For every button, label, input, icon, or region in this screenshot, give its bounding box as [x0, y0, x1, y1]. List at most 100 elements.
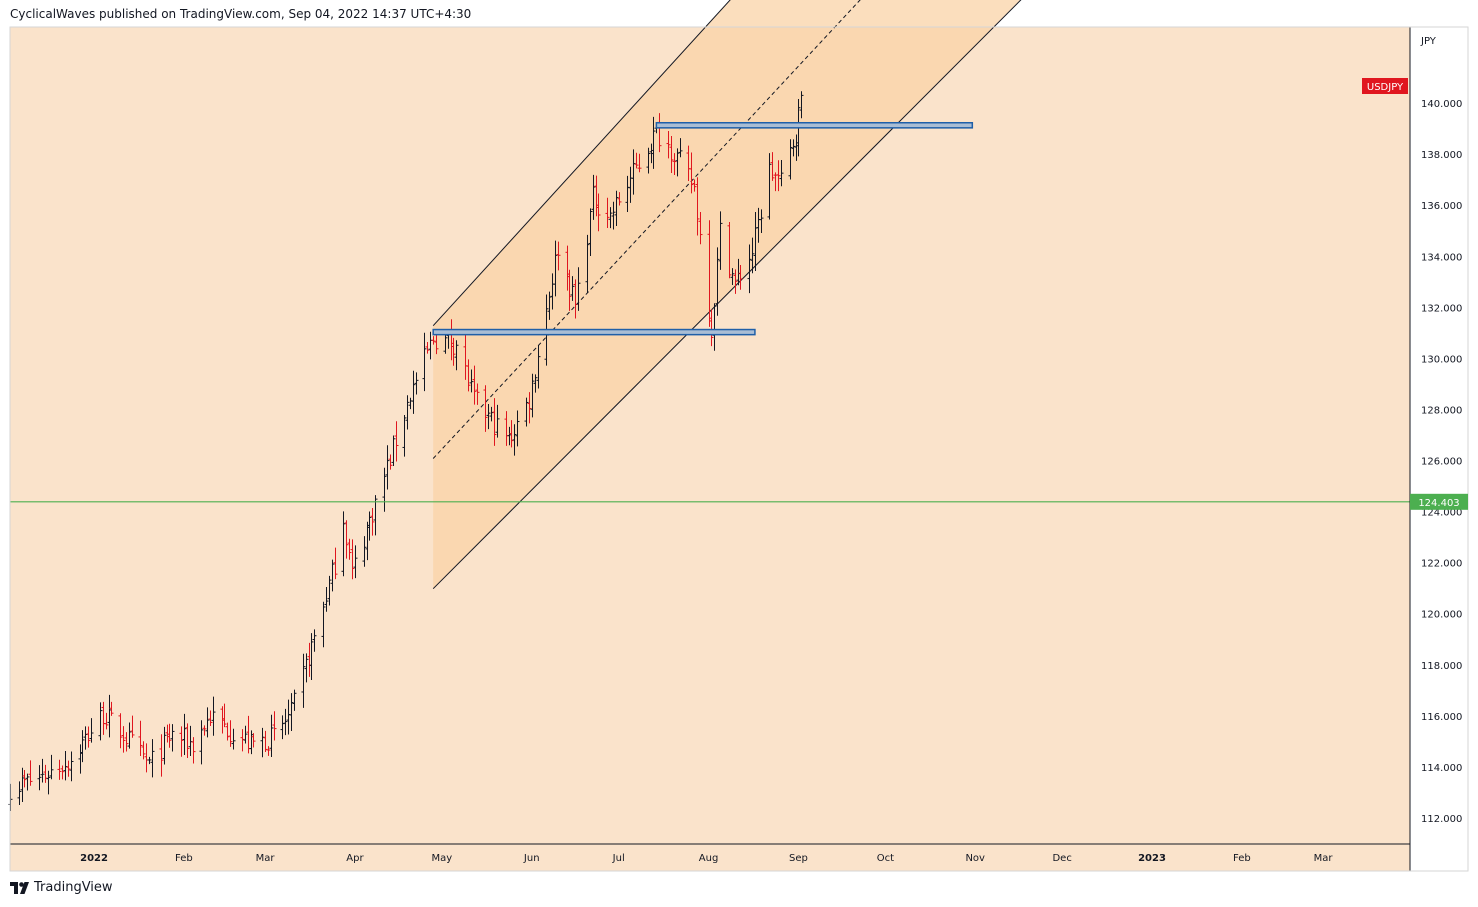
- support-badge-label: 124.403: [1418, 498, 1459, 509]
- time-axis[interactable]: 2022 Feb Mar Apr May Jun Jul Aug Sep Oct Nov Dec 202…: [80, 853, 1333, 864]
- ohlc-bar: [40, 758, 45, 783]
- ohlc-bar: [269, 714, 274, 757]
- x-tick-label: Apr: [346, 853, 364, 864]
- ohlc-bar: [689, 152, 694, 194]
- ohlc-bar: [89, 718, 94, 743]
- ohlc-bar: [199, 720, 204, 765]
- support-badge-background: [1410, 493, 1468, 510]
- ohlc-bar: [80, 730, 85, 763]
- ohlc-bar: [266, 746, 271, 756]
- ohlc-bar: [573, 279, 578, 319]
- ohlc-bar: [678, 138, 683, 158]
- ohlc-bar: [527, 392, 532, 424]
- ohlc-bar: [776, 160, 781, 192]
- x-tick-label: 2023: [1138, 853, 1166, 864]
- ohlc-bar: [492, 398, 497, 446]
- y-tick-label: 134.000: [1421, 252, 1462, 263]
- ohlc-bar: [138, 720, 143, 756]
- ohlc-bar: [362, 536, 367, 567]
- ohlc-bar: [411, 370, 416, 414]
- price-axis[interactable]: 112.000 114.000 116.000 118.000 120.000 122.0…: [1421, 99, 1462, 825]
- ohlc-bar: [124, 732, 129, 752]
- y-tick-label: 112.000: [1421, 814, 1462, 825]
- symbol-badge-background: [1362, 78, 1408, 94]
- ohlc-bar: [585, 234, 590, 293]
- ohlc-bar: [567, 269, 572, 311]
- ohlc-bar: [483, 385, 488, 432]
- horizontal-zone[interactable]: [655, 121, 974, 129]
- ohlc-bar: [86, 726, 91, 748]
- ohlc-bar: [388, 454, 393, 470]
- y-tick-label: 136.000: [1421, 201, 1462, 212]
- y-tick-label: 116.000: [1421, 712, 1462, 723]
- ohlc-bar: [637, 153, 642, 173]
- ohlc-bar: [695, 177, 700, 236]
- ohlc-bar: [718, 211, 723, 270]
- ohlc-bar: [709, 309, 714, 347]
- x-tick-label: Dec: [1052, 853, 1071, 864]
- x-tick-label: 2022: [80, 853, 108, 864]
- ohlc-bar: [614, 190, 619, 227]
- ohlc-bar: [370, 507, 375, 536]
- ohlc-bar: [556, 241, 561, 271]
- x-tick-label: Mar: [256, 853, 276, 864]
- ohlc-bar: [385, 445, 390, 490]
- ohlc-bar: [347, 538, 352, 560]
- ohlc-bar: [222, 703, 227, 728]
- y-tick-label: 130.000: [1421, 354, 1462, 365]
- ohlc-bar: [49, 754, 54, 780]
- ohlc-bar: [327, 575, 332, 606]
- ohlc-bar: [524, 397, 529, 427]
- x-tick-label: Jun: [523, 853, 540, 864]
- ohlc-bar: [608, 207, 613, 229]
- y-tick-label: 118.000: [1421, 661, 1462, 672]
- ohlc-bar: [475, 383, 480, 405]
- ohlc-bar: [672, 153, 677, 175]
- ohlc-bar: [651, 116, 656, 169]
- ohlc-bar: [225, 722, 230, 741]
- y-tick-label: 122.000: [1421, 559, 1462, 570]
- ohlc-bar: [211, 696, 216, 736]
- ohlc-bar: [402, 414, 407, 457]
- ohlc-bar: [391, 435, 396, 467]
- support-price-badge: 124.403: [1410, 493, 1468, 510]
- ohlc-bar: [675, 148, 680, 177]
- ohlc-bar: [341, 511, 346, 577]
- ohlc-bar: [46, 770, 51, 795]
- ohlc-bar: [367, 511, 372, 541]
- x-tick-label: Nov: [965, 853, 985, 864]
- ohlc-bar: [431, 336, 436, 345]
- channel-median-line[interactable]: [432, 0, 882, 459]
- ohlc-bar: [231, 728, 236, 750]
- x-tick-label: Feb: [1233, 853, 1251, 864]
- ohlc-bar: [69, 751, 74, 782]
- ohlc-bar: [547, 291, 552, 320]
- ohlc-bar: [350, 539, 355, 580]
- ohlc-bar: [208, 710, 213, 727]
- ohlc-bar: [243, 725, 248, 744]
- horizontal-zone[interactable]: [432, 328, 756, 336]
- ohlc-bar: [121, 726, 126, 753]
- channel-upper-line[interactable]: [432, 0, 752, 327]
- x-tick-label: May: [432, 853, 453, 864]
- ohlc-bar: [333, 547, 338, 580]
- horizontal-zones[interactable]: [432, 121, 974, 336]
- ohlc-bar: [344, 520, 349, 559]
- ohlc-bar: [466, 359, 471, 392]
- ohlc-bar: [130, 715, 135, 738]
- ohlc-bar: [205, 707, 210, 738]
- x-tick-label: Aug: [699, 853, 719, 864]
- ohlc-bar: [57, 759, 62, 780]
- ohlc-bar: [98, 702, 103, 741]
- ohlc-bar: [434, 334, 439, 355]
- ohlc-bar: [104, 712, 109, 730]
- ohlc-bar: [617, 192, 622, 206]
- ohlc-bar: [730, 268, 735, 285]
- ohlc-bar: [182, 713, 187, 755]
- ohlc-bar: [312, 629, 317, 652]
- tradingview-footer[interactable]: TradingView: [10, 880, 113, 895]
- tradingview-brand: TradingView: [34, 880, 113, 895]
- ohlc-bar: [283, 708, 288, 736]
- ohlc-bar: [692, 179, 697, 192]
